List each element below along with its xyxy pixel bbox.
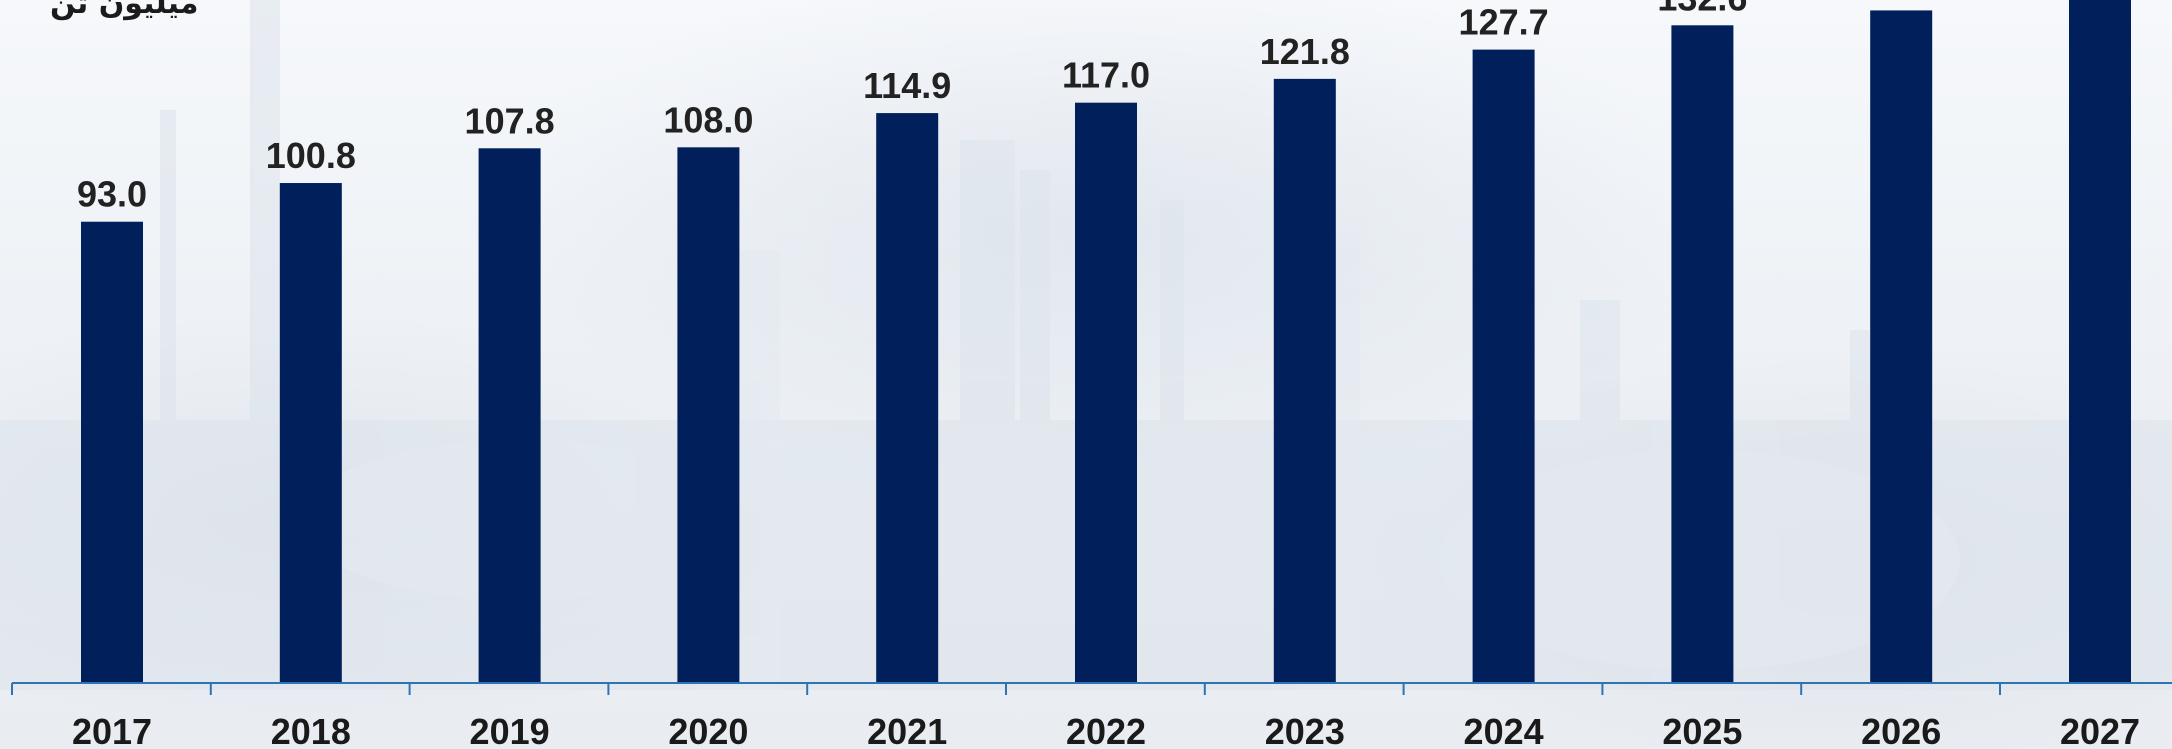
bar-2026 bbox=[1870, 10, 1933, 683]
x-tick-label-2025: 2025 bbox=[1662, 711, 1742, 749]
x-tick-label-2027: 2027 bbox=[2060, 711, 2140, 749]
value-label-2020: 108.0 bbox=[663, 99, 753, 140]
unit-label: میلیون تن bbox=[50, 0, 199, 21]
bar-2025 bbox=[1671, 25, 1734, 683]
x-tick-label-2022: 2022 bbox=[1066, 711, 1146, 749]
x-tick-label-2018: 2018 bbox=[271, 711, 351, 749]
bar-2019 bbox=[478, 148, 541, 683]
x-tick-label-2024: 2024 bbox=[1464, 711, 1544, 749]
bar-2023 bbox=[1273, 78, 1336, 683]
x-tick-label-2017: 2017 bbox=[72, 711, 152, 749]
bar-2018 bbox=[279, 183, 342, 684]
x-tick-label-2019: 2019 bbox=[470, 711, 550, 749]
bar-2017 bbox=[81, 221, 143, 683]
value-label-2026: 135.6 bbox=[1856, 0, 1946, 3]
value-label-2019: 107.8 bbox=[465, 100, 555, 141]
value-label-2022: 117.0 bbox=[1062, 55, 1150, 96]
bar-2021 bbox=[876, 113, 939, 683]
x-tick-label-2021: 2021 bbox=[867, 711, 947, 749]
value-label-2021: 114.9 bbox=[863, 65, 951, 106]
value-label-2024: 127.7 bbox=[1459, 2, 1549, 43]
value-label-2025: 132.6 bbox=[1657, 0, 1747, 18]
value-label-2017: 93.0 bbox=[77, 174, 147, 215]
bar-2024 bbox=[1472, 49, 1535, 683]
value-label-2018: 100.8 bbox=[266, 135, 356, 176]
x-tick-label-2020: 2020 bbox=[668, 711, 748, 749]
value-label-2023: 121.8 bbox=[1260, 31, 1350, 72]
bar-2020 bbox=[677, 147, 740, 683]
x-tick-label-2026: 2026 bbox=[1861, 711, 1941, 749]
bar-2022 bbox=[1075, 102, 1137, 684]
x-tick-label-2023: 2023 bbox=[1265, 711, 1345, 749]
bar-2027 bbox=[2069, 0, 2131, 684]
